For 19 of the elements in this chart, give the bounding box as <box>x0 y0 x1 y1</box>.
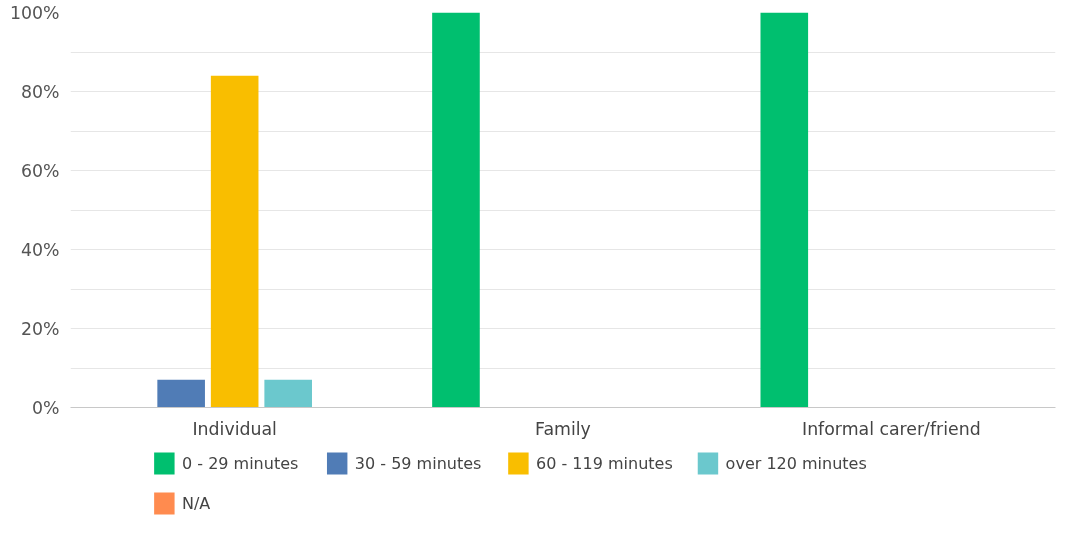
legend-label: N/A <box>182 494 211 513</box>
y-tick-label: 80% <box>20 81 60 102</box>
legend-label: 30 - 59 minutes <box>354 454 482 473</box>
bar <box>157 379 205 408</box>
legend-label: 0 - 29 minutes <box>182 454 299 473</box>
bar <box>264 379 312 408</box>
x-tick-label: Family <box>535 418 591 439</box>
legend-label: 60 - 119 minutes <box>536 454 673 473</box>
bar <box>760 12 809 408</box>
y-tick-label: 100% <box>9 2 60 23</box>
y-tick-label: 40% <box>20 239 60 260</box>
y-tick-label: 60% <box>20 160 60 181</box>
y-tick-label: 0% <box>32 397 60 418</box>
legend-label: over 120 minutes <box>725 454 867 473</box>
y-tick-label: 20% <box>20 318 60 339</box>
bar <box>210 75 259 408</box>
x-tick-label: Informal carer/friend <box>802 418 981 439</box>
x-tick-label: Individual <box>192 418 277 439</box>
bar <box>432 12 480 408</box>
